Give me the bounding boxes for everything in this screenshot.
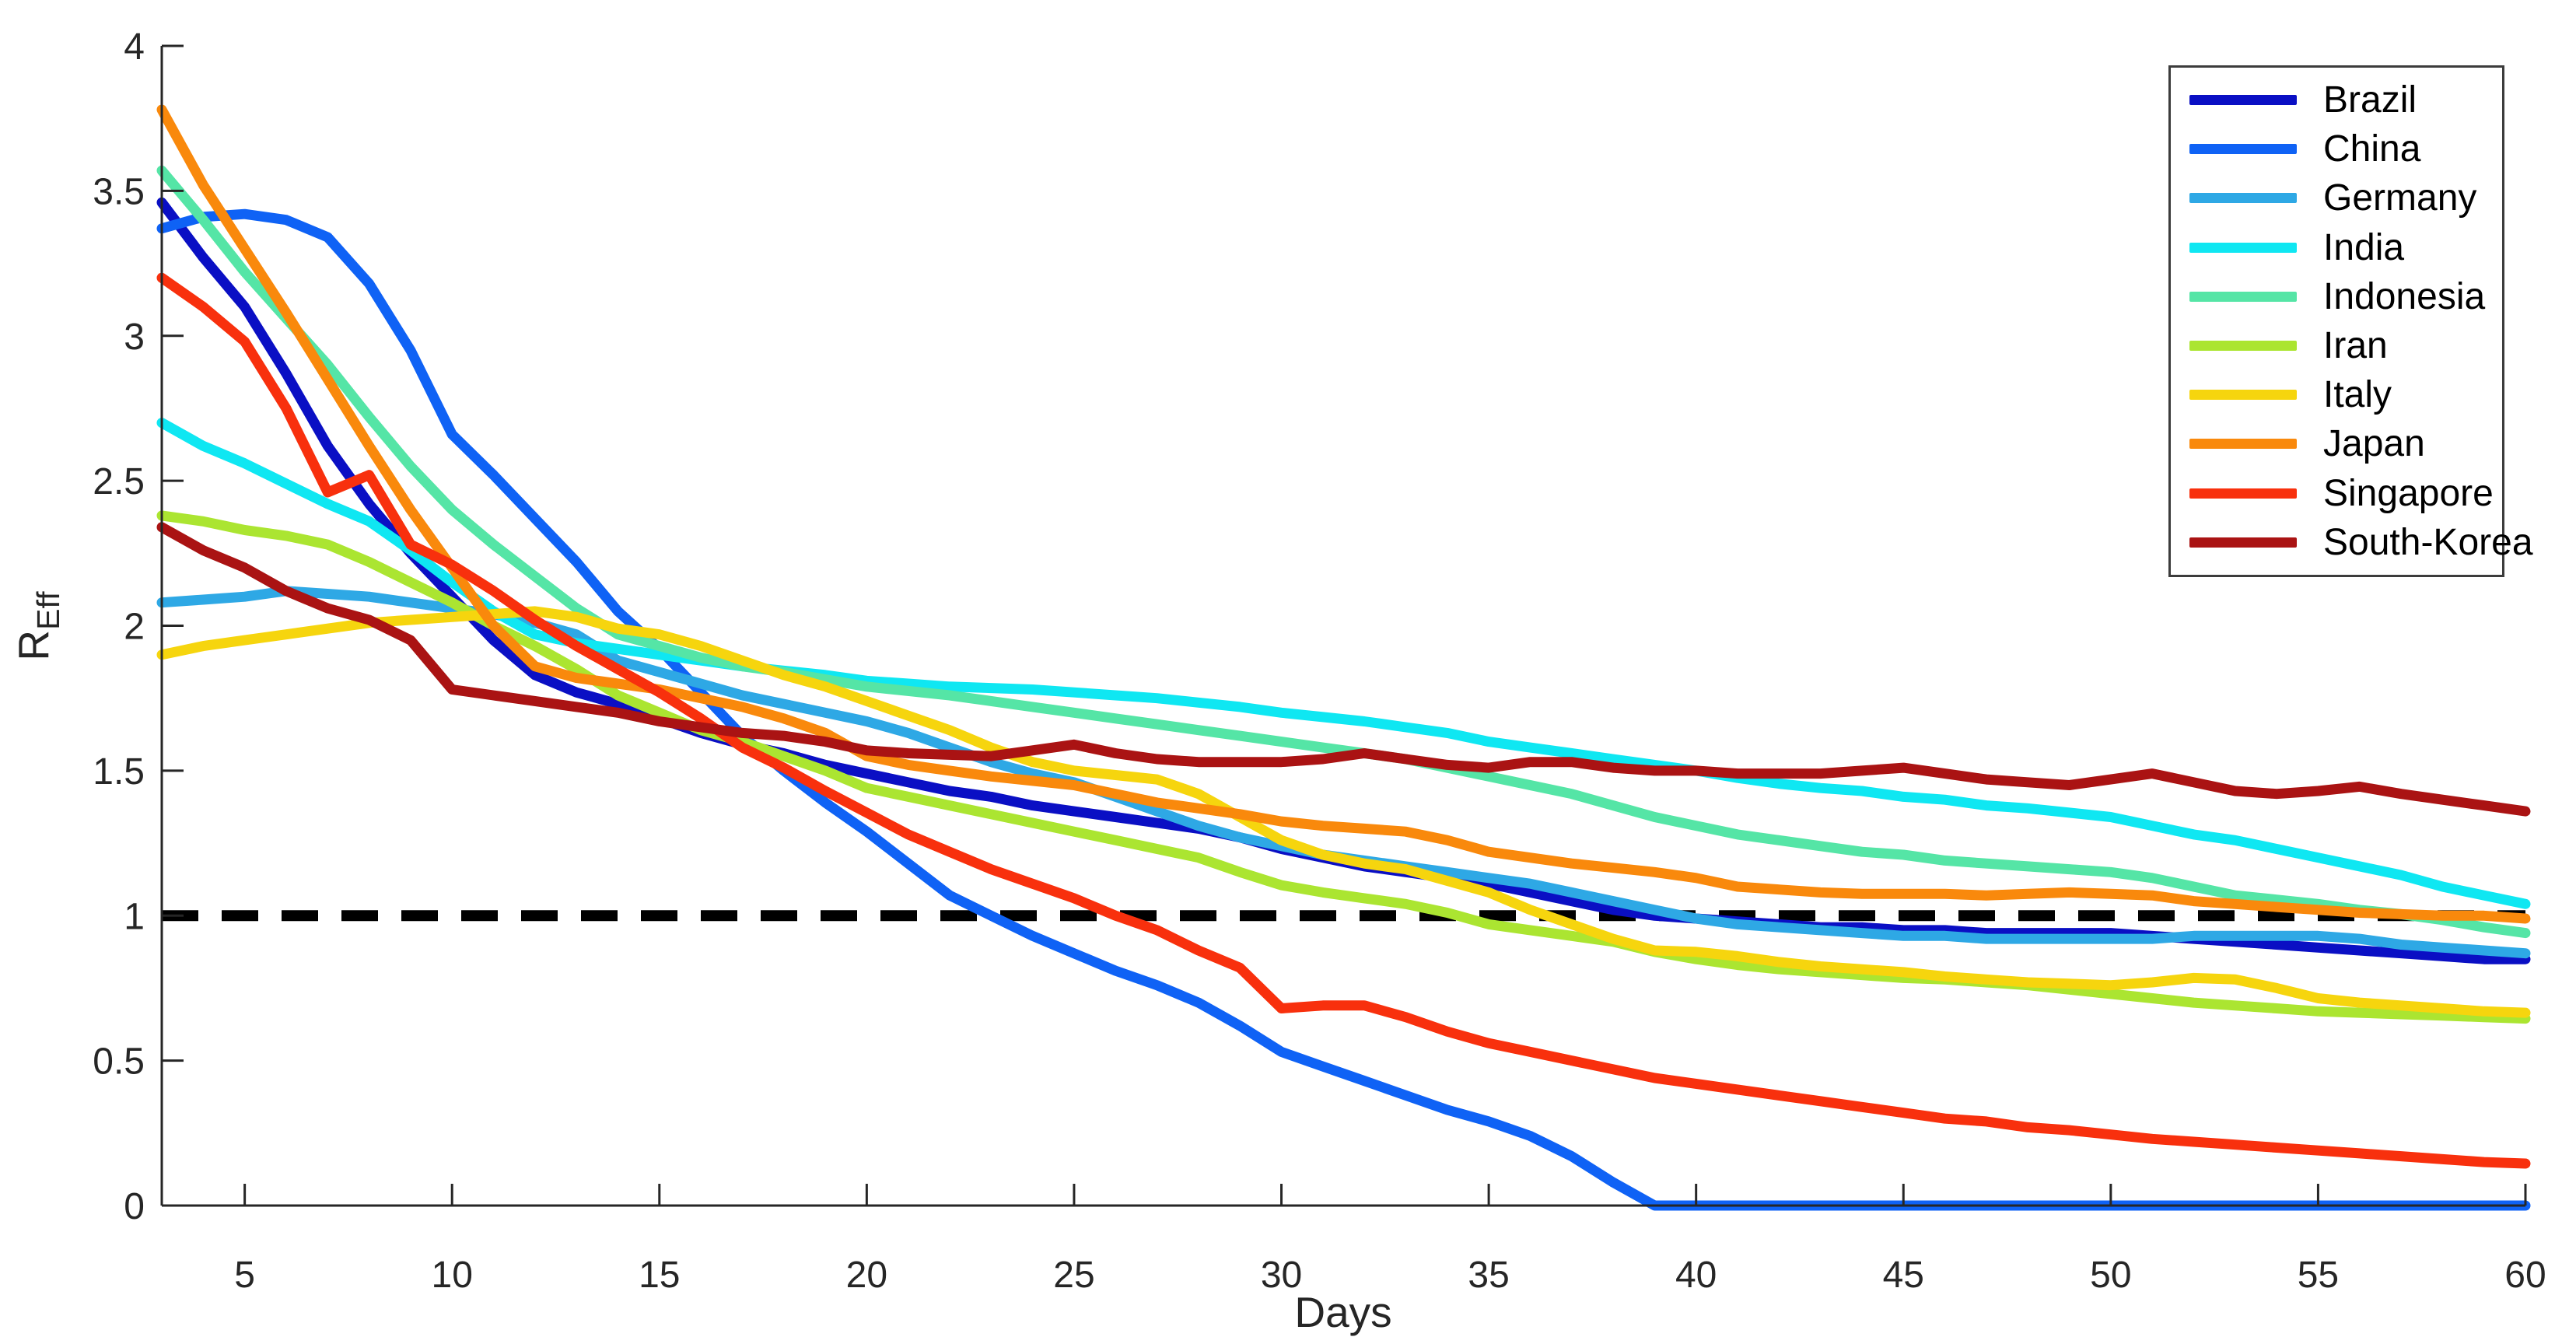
y-tick-label: 2.5 [93,461,145,502]
y-tick-label: 0 [124,1186,145,1227]
legend-label: Indonesia [2323,275,2486,317]
y-tick-label: 3.5 [93,171,145,212]
x-axis-label: Days [1294,1288,1391,1336]
y-axis-label: REff [9,591,66,661]
x-tick-label: 15 [639,1255,680,1296]
x-tick-label: 50 [2090,1255,2131,1296]
legend-swatch-indonesia [2189,291,2297,302]
series-line-indonesia [156,165,2531,939]
legend-item-germany: Germany [2189,174,2502,222]
series-line-south-korea [156,522,2531,817]
legend-label: China [2323,128,2421,170]
legend-box: Brazil China Germany India Indonesia Iran Ital… [2168,65,2533,577]
legend-swatch-singapore [2189,488,2297,499]
legend-swatch-japan [2189,439,2297,450]
y-tick-label: 2 [124,607,145,648]
legend-swatch-germany [2189,193,2297,204]
legend-swatch-brazil [2189,95,2297,106]
x-tick-label: 10 [432,1255,473,1296]
y-tick-label: 0.5 [93,1041,145,1083]
legend-label: Italy [2323,374,2392,416]
x-tick-label: 40 [1675,1255,1717,1296]
series-line-japan [156,104,2531,924]
x-tick-label: 45 [1883,1255,1924,1296]
y-tick-label: 1 [124,896,145,937]
legend-label: India [2323,226,2405,268]
legend-swatch-italy [2189,390,2297,401]
legend-label: Germany [2323,177,2477,219]
legend-item-singapore: Singapore [2189,469,2502,517]
x-tick-label: 5 [234,1255,255,1296]
legend-item-italy: Italy [2189,371,2502,419]
legend-swatch-iran [2189,341,2297,352]
legend-item-indonesia: Indonesia [2189,272,2502,320]
legend-item-japan: Japan [2189,420,2502,468]
y-axis-label-base: R [9,630,58,661]
legend-swatch-south-korea [2189,537,2297,548]
series-line-iran [156,510,2531,1024]
series-line-italy [156,606,2531,1018]
series-line-singapore [156,272,2531,1169]
legend-item-india: India [2189,223,2502,271]
tick-layer: 5 10 15 20 25 30 35 40 45 50 55 60 0 0.5 1 1.5 2 2.5 3 3.5 4 [93,26,2546,1296]
y-tick-label: 4 [124,26,145,68]
legend-item-iran: Iran [2189,322,2502,370]
legend-label: Brazil [2323,79,2417,121]
legend-item-brazil: Brazil [2189,76,2502,124]
y-tick-label: 3 [124,317,145,358]
legend-label: Iran [2323,325,2388,367]
legend-swatch-india [2189,242,2297,253]
y-axis-label-subscript: Eff [30,591,66,630]
legend-label: Singapore [2323,472,2494,514]
y-tick-label: 1.5 [93,751,145,793]
x-tick-label: 20 [846,1255,887,1296]
x-tick-label: 30 [1261,1255,1302,1296]
x-tick-label: 25 [1053,1255,1094,1296]
x-tick-label: 60 [2504,1255,2546,1296]
x-tick-label: 35 [1468,1255,1509,1296]
legend-label: Japan [2323,423,2425,465]
legend-item-china: China [2189,125,2502,173]
x-tick-label: 55 [2298,1255,2339,1296]
legend-item-south-korea: South-Korea [2189,518,2533,566]
legend-swatch-china [2189,144,2297,155]
legend-label: South-Korea [2323,521,2533,563]
